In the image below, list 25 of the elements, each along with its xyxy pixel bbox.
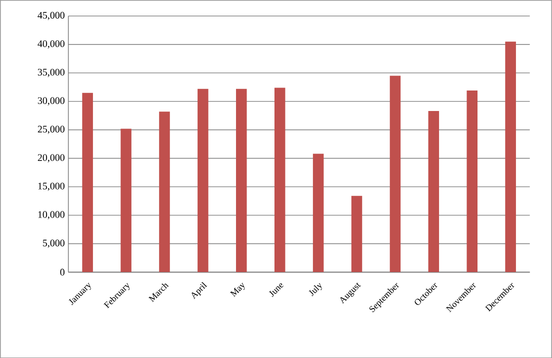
bar [120, 128, 132, 272]
y-tick-label: 40,000 [38, 40, 64, 48]
y-tick-label: 15,000 [38, 182, 64, 191]
y-tick-label: 30,000 [38, 97, 64, 106]
bar [198, 88, 208, 272]
y-tick-label: 20,000 [38, 154, 64, 162]
y-tick-label: 0 [60, 268, 64, 276]
y-tick-label: 45,000 [38, 12, 64, 20]
x-tick-label: June [268, 283, 284, 297]
bar [312, 154, 324, 272]
bar [428, 110, 440, 272]
bar [351, 196, 362, 272]
bar [466, 90, 478, 272]
y-tick-label: 35,000 [38, 68, 64, 77]
y-tick-label: 25,000 [38, 126, 64, 134]
x-tick-label: July [308, 282, 322, 296]
bar [274, 88, 286, 272]
bar [390, 76, 401, 272]
bar [159, 111, 170, 272]
y-tick-label: 10,000 [38, 210, 64, 220]
bar [505, 41, 516, 272]
y-tick-label: 5,000 [43, 239, 64, 248]
bar [236, 88, 247, 272]
bar [82, 92, 93, 272]
x-tick-label: May [230, 282, 245, 297]
